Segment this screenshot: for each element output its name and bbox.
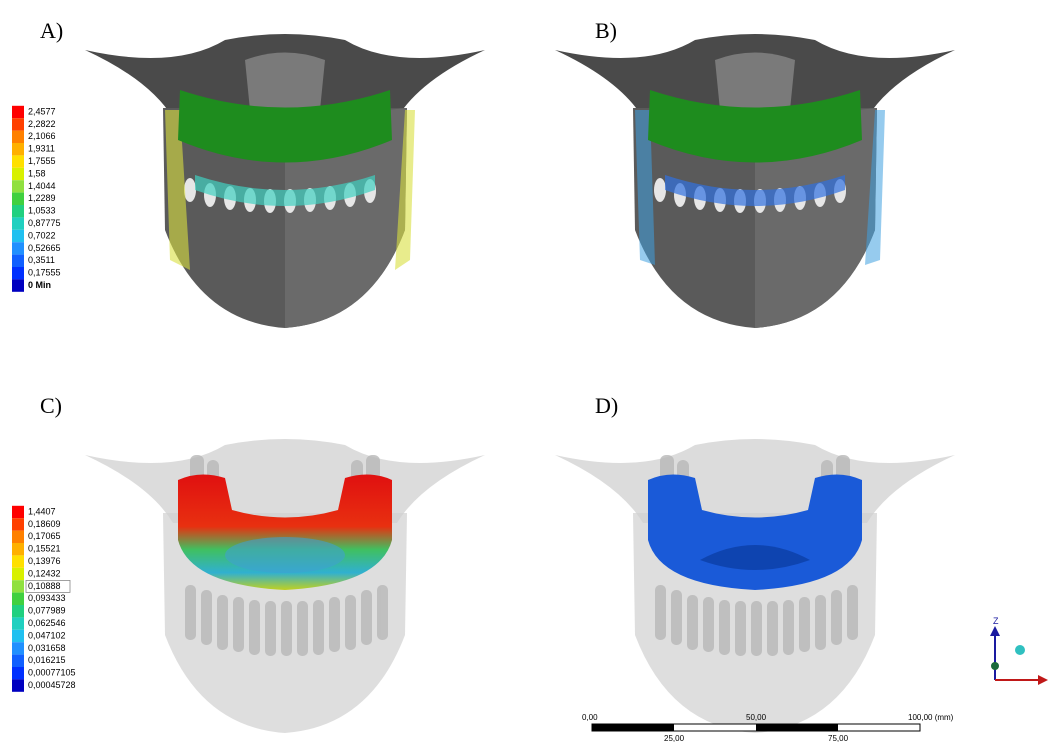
legend-label: 1,7555 <box>28 156 56 166</box>
axis-label: Z <box>993 616 999 626</box>
legend-swatch <box>12 118 24 131</box>
shape <box>178 90 392 163</box>
legend-swatch <box>12 530 24 543</box>
legend-label: 2,4577 <box>28 106 56 116</box>
legend-label: 0,17555 <box>28 268 61 278</box>
legend-swatch <box>12 254 24 267</box>
legend-swatch <box>12 205 24 218</box>
legend-swatch <box>12 679 24 692</box>
legend-label: 1,4044 <box>28 181 56 191</box>
legend-label: 0,18609 <box>28 519 61 529</box>
scale-label: 0,00 <box>582 713 598 722</box>
legend-swatch <box>12 605 24 618</box>
panel-label: C) <box>40 393 62 418</box>
panel-label: D) <box>595 393 618 418</box>
scale-label: 25,00 <box>664 734 685 743</box>
legend-label: 0,12432 <box>28 568 61 578</box>
legend-label: 1,2289 <box>28 193 56 203</box>
scale-label: 75,00 <box>828 734 849 743</box>
shape <box>648 90 862 163</box>
shape: 1,4407 0,18609 0,17065 0,15521 0,13976 0,1243… <box>12 505 76 692</box>
legend-label: 0,17065 <box>28 531 61 541</box>
legend-label: 0 Min <box>28 280 51 290</box>
legend-swatch <box>12 143 24 156</box>
legend-swatch <box>12 180 24 193</box>
legend-label: 0,00045728 <box>28 680 76 690</box>
legend-swatch <box>12 217 24 230</box>
shape <box>592 724 674 731</box>
panel-label: A) <box>40 18 63 43</box>
legend-swatch <box>12 543 24 556</box>
legend-label: 0,00077105 <box>28 668 76 678</box>
skull-render <box>85 34 485 328</box>
shape: 2,4577 2,2822 2,1066 1,9311 1,7555 1,58 1,4044… <box>12 105 61 292</box>
legend-swatch <box>12 654 24 667</box>
legend-swatch <box>12 580 24 593</box>
legend-swatch <box>12 167 24 181</box>
shape <box>665 175 845 206</box>
shape <box>195 175 375 206</box>
legend-swatch <box>12 629 24 643</box>
legend-swatch <box>12 592 24 605</box>
scale-label: 100,00 (mm) <box>908 713 954 722</box>
legend-highlight <box>25 580 71 593</box>
legend-label: 1,0533 <box>28 206 56 216</box>
legend-swatch <box>12 155 24 168</box>
panel-label: B) <box>595 18 617 43</box>
legend-swatch <box>12 555 24 568</box>
legend-label: 0,13976 <box>28 556 61 566</box>
legend-label: 1,4407 <box>28 506 56 516</box>
legend-swatch <box>12 192 24 205</box>
legend-swatch <box>12 518 24 531</box>
shape <box>648 474 862 590</box>
shape <box>225 537 345 573</box>
shape <box>700 545 810 570</box>
legend-swatch <box>12 242 24 255</box>
legend-label: 0,3511 <box>28 255 55 265</box>
shape <box>1015 645 1025 655</box>
legend-label: 2,1066 <box>28 131 56 141</box>
legend-label: 0,093433 <box>28 593 66 603</box>
legend-label: 0,10888 <box>28 581 61 591</box>
legend-label: 0,077989 <box>28 606 66 616</box>
legend-swatch <box>12 642 24 655</box>
skull-render <box>555 34 955 328</box>
legend-label: 0,047102 <box>28 630 66 640</box>
legend-label: 2,2822 <box>28 119 56 129</box>
legend-label: 0,016215 <box>28 655 66 665</box>
legend-swatch <box>12 567 24 581</box>
shape <box>1038 675 1048 685</box>
legend-swatch <box>12 229 24 243</box>
legend-label: 0,87775 <box>28 218 61 228</box>
legend-label: 0,062546 <box>28 618 66 628</box>
scale-label: 50,00 <box>746 713 767 722</box>
legend-swatch <box>12 667 24 680</box>
shape <box>756 724 838 731</box>
legend-swatch <box>12 267 24 280</box>
legend-swatch <box>12 505 24 519</box>
legend-label: 1,9311 <box>28 144 55 154</box>
legend-label: 1,58 <box>28 168 46 178</box>
legend-swatch <box>12 279 24 292</box>
legend-label: 0,15521 <box>28 544 61 554</box>
shape <box>991 662 999 670</box>
legend-label: 0,52665 <box>28 243 61 253</box>
legend-label: 0,031658 <box>28 643 66 653</box>
legend-swatch <box>12 130 24 143</box>
shape <box>990 626 1000 636</box>
legend-swatch <box>12 105 24 119</box>
legend-label: 0,7022 <box>28 230 56 240</box>
legend-swatch <box>12 617 24 630</box>
